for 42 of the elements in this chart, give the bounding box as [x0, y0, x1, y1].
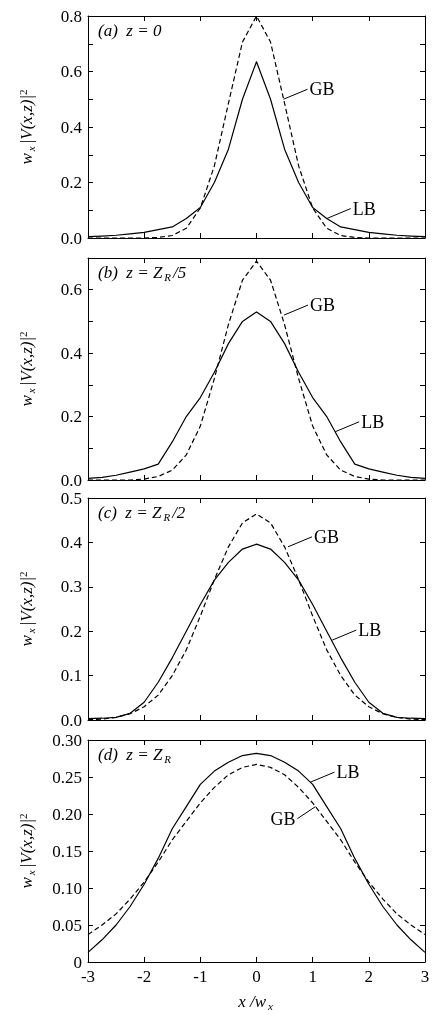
y-tick-label: 0.2 [60, 407, 82, 427]
y-tick-label: 0.20 [52, 804, 82, 824]
x-tick-label: 1 [308, 967, 317, 986]
y-tick-label: 0.4 [60, 117, 83, 137]
y-tick-label: 0.05 [52, 915, 82, 935]
y-tick-label: 0.0 [60, 710, 82, 730]
y-tick-label: 0.10 [52, 878, 82, 898]
annotation: LB [361, 411, 385, 432]
annotation: GB [270, 808, 296, 829]
y-axis-title: wx|V(x,z)|2 [16, 89, 37, 165]
y-tick-label: 0.6 [60, 62, 82, 81]
annotation: GB [310, 295, 336, 316]
y-tick-label: 0.5 [60, 488, 82, 508]
y-tick-label: 0.3 [60, 577, 82, 597]
y-tick-label: 0.2 [60, 621, 82, 641]
y-tick-label: 0.0 [60, 228, 82, 248]
y-tick-label: 0.15 [52, 841, 82, 861]
y-axis-title: wx|V(x,z)|2 [16, 331, 37, 407]
y-tick-label: 0.30 [52, 730, 82, 750]
annotation: (a) z = 0 [98, 21, 162, 40]
x-tick-label: -3 [80, 967, 96, 986]
y-axis-title: wx|V(x,z)|2 [16, 813, 37, 889]
x-tick-label: 2 [364, 967, 374, 986]
annotation: LB [352, 198, 376, 219]
y-axis-title: wx|V(x,z)|2 [16, 571, 37, 647]
annotation: GB [309, 79, 335, 100]
annotation: LB [336, 762, 360, 783]
x-tick-label: -2 [137, 967, 152, 986]
y-tick-label: 0.8 [60, 6, 82, 26]
y-tick-label: 0.2 [60, 173, 82, 192]
y-tick-label: 0.25 [52, 767, 82, 787]
y-tick-label: 0.4 [60, 532, 83, 552]
y-tick-label: 0.6 [60, 280, 82, 300]
y-tick-label: 0 [73, 952, 82, 972]
x-tick-label: 0 [252, 967, 261, 986]
y-tick-label: 0.1 [60, 666, 82, 686]
annotation: LB [358, 620, 382, 641]
x-tick-label: 3 [420, 967, 430, 986]
annotation: GB [313, 526, 339, 547]
y-tick-label: 0.0 [60, 470, 82, 490]
y-tick-label: 0.4 [60, 343, 83, 363]
x-tick-label: -1 [193, 967, 208, 986]
